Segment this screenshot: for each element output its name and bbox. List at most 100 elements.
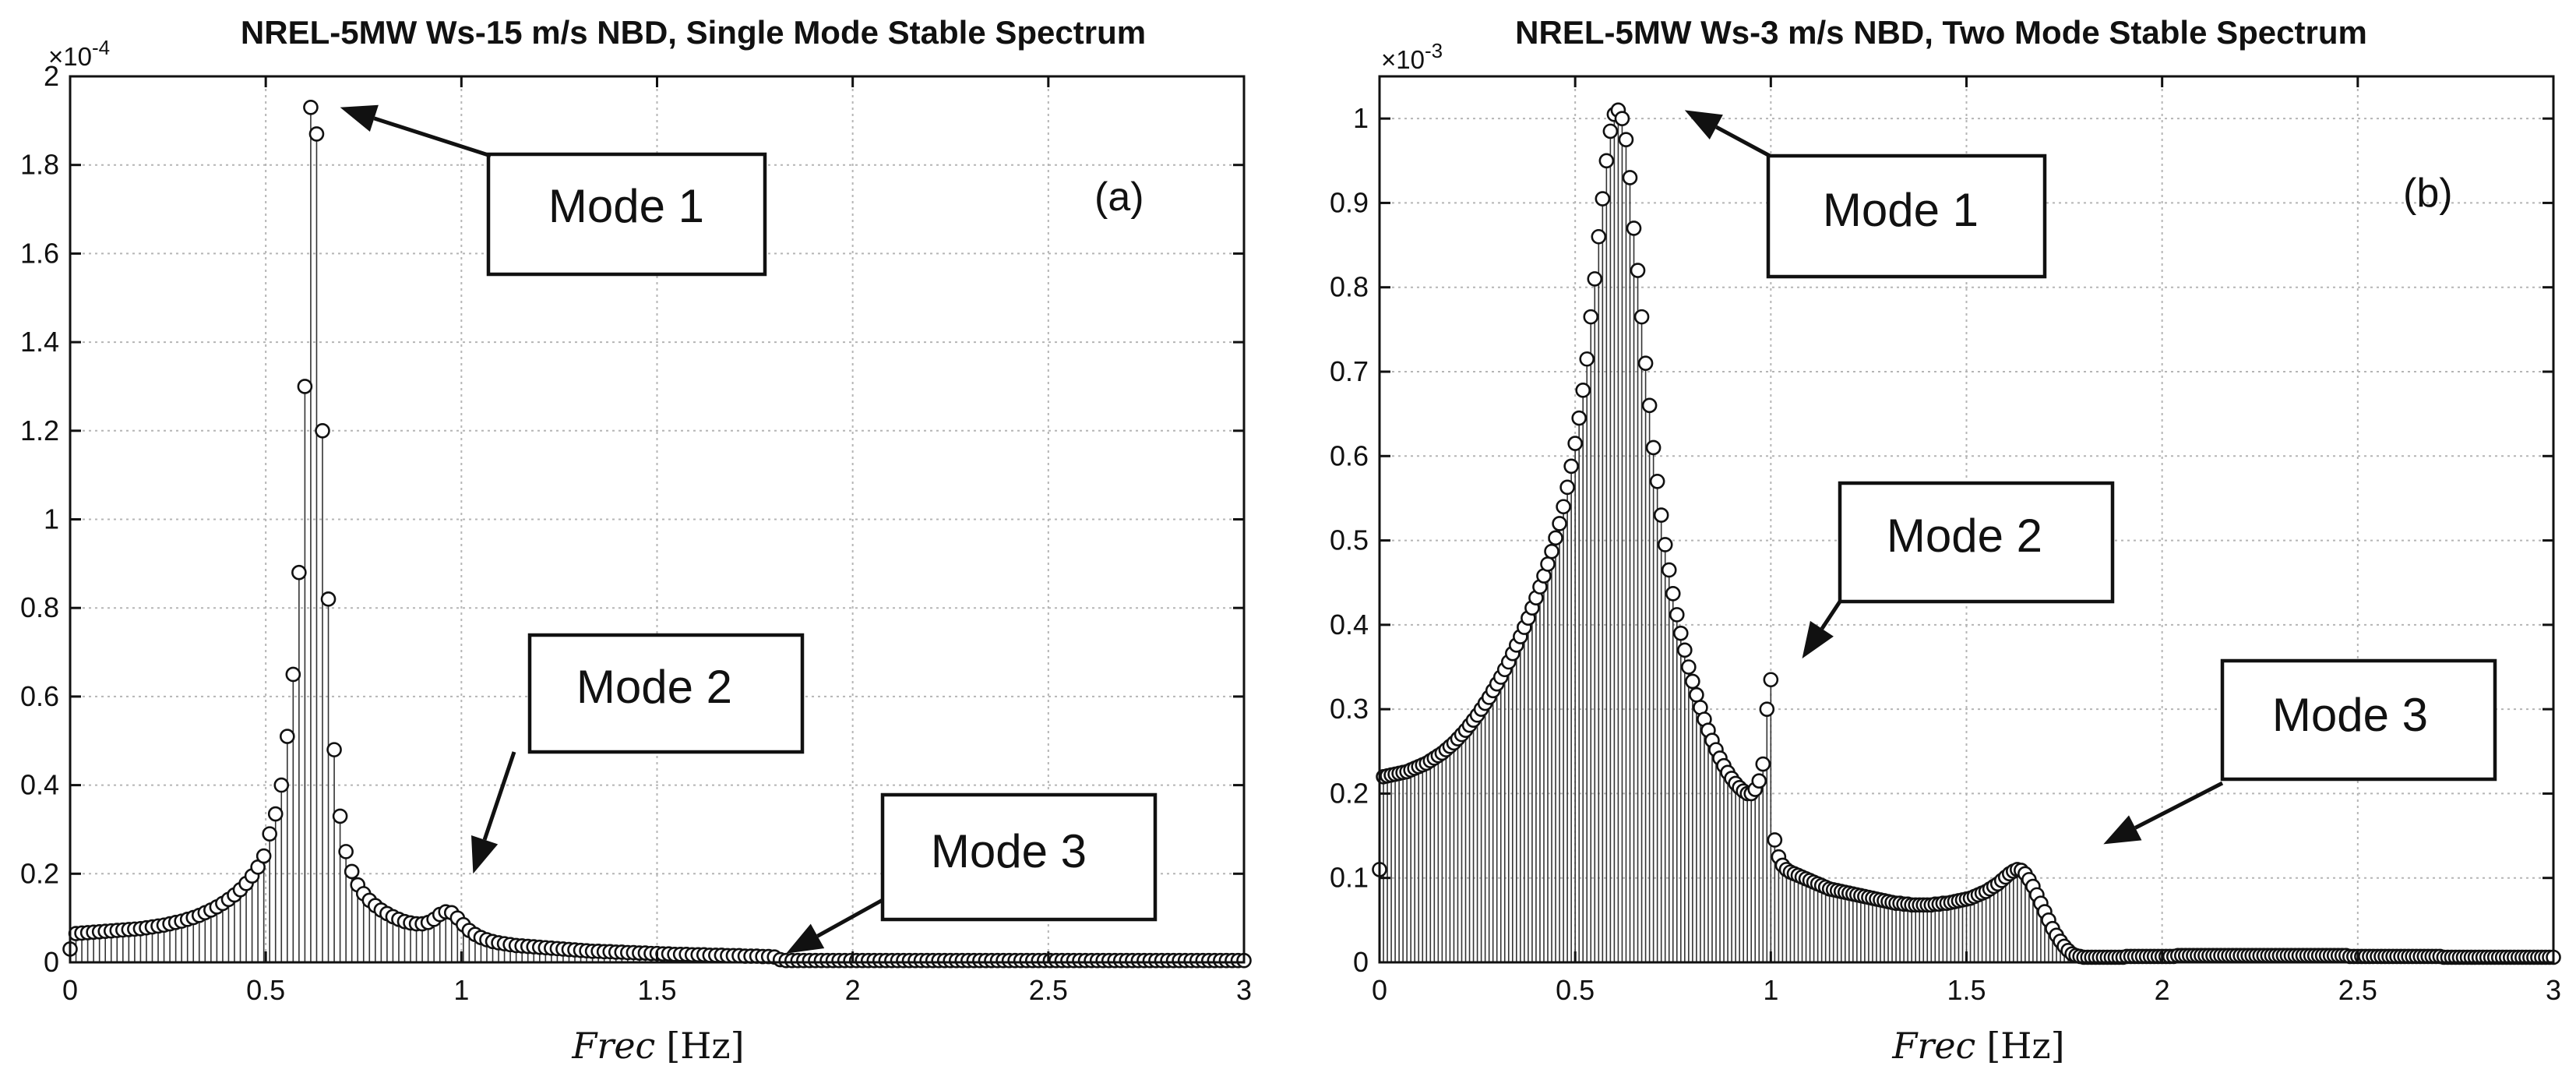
annotation-label: Mode 2: [1887, 510, 2042, 562]
chart-b-data-point: [1689, 686, 1704, 703]
chart-b-data-point: [1618, 132, 1634, 148]
annotation-box: [2220, 658, 2497, 782]
chart-b-y-ticks: 0 0.1 0.2 0.3 0.4 0.5 0.6 0.7 0.8 0.9 1: [1330, 102, 2553, 978]
chart-b-panel-label: (b): [2403, 171, 2453, 216]
annotation-arrow-head: [471, 835, 499, 874]
annotation-arrow-shaft: [816, 898, 884, 938]
chart-b-data-point: [1579, 351, 1595, 367]
chart-b-data-point: [1637, 355, 1654, 371]
chart-a-data-point: [273, 777, 290, 793]
annotation-arrow-head: [340, 104, 379, 132]
chart-a-annotation-mode-3: Mode 3: [786, 792, 1158, 954]
chart-b-data-point: [1571, 410, 1587, 426]
chart-b-data-point: [1563, 458, 1579, 475]
chart-b-data-point: [1685, 673, 1700, 690]
chart-b-ytick-label: 0.1: [1330, 862, 1369, 894]
chart-a-xlabel: Frec [Hz]: [571, 1025, 744, 1067]
chart-a-y-exponent: ×10-4: [48, 36, 110, 71]
chart-a-annotation-mode-2: Mode 2: [471, 633, 805, 874]
chart-b-ytick-label: 0.9: [1330, 186, 1369, 218]
chart-a-annotations: Mode 1 Mode 2 Mode 3: [340, 104, 1158, 954]
chart-b-ytick-label: 0.3: [1330, 693, 1369, 725]
chart-b-data-point: [1614, 111, 1630, 126]
chart-a-title: NREL-5MW Ws-15 m/s NBD, Single Mode Stab…: [241, 14, 1146, 51]
chart-a-ytick-label: 1.4: [20, 326, 59, 358]
chart-b-data-point: [1681, 659, 1697, 675]
annotation-arrow-shaft: [373, 116, 492, 158]
chart-b-y-exponent: ×10-3: [1381, 39, 1443, 74]
chart-a-xlabel-unit: [Hz]: [666, 1025, 744, 1067]
chart-a-ytick-label: 1.8: [20, 149, 59, 181]
chart-a-y-exponent-base: ×10: [48, 42, 92, 71]
annotation-box: [527, 633, 805, 754]
chart-a-data-point: [297, 379, 313, 394]
chart-b-x-ticks: 0 0.5 1 1.5 2 2.5 3: [1372, 76, 2561, 1006]
chart-b-xtick-label: 2: [2155, 974, 2170, 1006]
annotation-label: Mode 3: [2272, 689, 2428, 741]
chart-b-annotation-mode-1: Mode 1: [1684, 110, 2047, 279]
chart-a-ytick-label: 0.8: [20, 591, 59, 623]
chart-a-ytick-label: 2: [44, 60, 59, 92]
chart-b-y-exponent-base: ×10: [1381, 45, 1425, 74]
chart-b-data-point: [1602, 123, 1619, 139]
annotation-arrow-head: [1684, 110, 1723, 139]
annotation-label: Mode 1: [1823, 184, 1979, 236]
annotation-box: [1766, 154, 2047, 279]
annotation-box: [486, 152, 767, 277]
annotation-arrow-shaft: [1820, 600, 1842, 630]
annotation-arrow-shaft: [1715, 125, 1771, 158]
chart-b-data-point: [1630, 263, 1646, 278]
chart-a-ytick-label: 1: [44, 503, 59, 535]
chart-b-data-point: [1598, 153, 1615, 169]
annotation-arrow-head: [2103, 815, 2142, 845]
chart-b-data-point: [1653, 507, 1669, 523]
chart-b-data-point: [1556, 499, 1571, 515]
chart-b-xtick-label: 1.5: [1947, 974, 1986, 1006]
chart-b-data-point: [1633, 309, 1650, 325]
chart-b-data-point: [1548, 530, 1563, 546]
chart-a-markers: [62, 99, 1252, 969]
annotation-arrow-shaft: [2134, 781, 2224, 830]
chart-a-ytick-label: 0.6: [20, 680, 59, 712]
chart-b-xtick-label: 0.5: [1556, 974, 1595, 1006]
chart-a-data-point: [255, 848, 272, 864]
chart-a-data-point: [338, 844, 354, 859]
chart-a-x-ticks: 0 0.5 1 1.5 2 2.5 3: [62, 76, 1252, 1006]
chart-a-panel-label: (a): [1094, 175, 1144, 220]
chart-a-data-point: [291, 564, 307, 581]
chart-b-data-point: [1763, 672, 1779, 688]
chart-b-xlabel-var: Frec: [1891, 1025, 1975, 1067]
annotation-box: [880, 792, 1158, 922]
chart-b-data-point: [1626, 221, 1642, 236]
chart-b-title: NREL-5MW Ws-3 m/s NBD, Two Mode Stable S…: [1515, 14, 2367, 51]
chart-b-data-point: [1649, 473, 1665, 489]
chart-a-data-point: [320, 591, 337, 607]
chart-b-xtick-label: 2.5: [2338, 974, 2377, 1006]
chart-b-data-point: [1622, 170, 1638, 185]
chart-b-xtick-label: 1: [1763, 974, 1778, 1006]
chart-a-ytick-label: 0: [44, 946, 59, 978]
chart-b-ytick-label: 0.6: [1330, 439, 1369, 471]
chart-b-xtick-label: 0: [1372, 974, 1387, 1006]
chart-b-data-point: [1595, 191, 1611, 206]
chart-a-data-point: [326, 742, 342, 757]
chart-b-annotations: Mode 1 Mode 2 Mode 3: [1684, 110, 2497, 845]
chart-a-data-point: [303, 99, 319, 115]
chart-b-data-point: [1559, 479, 1575, 496]
chart-b-xlabel-unit: [Hz]: [1986, 1025, 2064, 1067]
chart-b-data-point: [1544, 543, 1559, 559]
chart-a-xlabel-var: Frec: [571, 1025, 655, 1067]
chart-a-data-point: [279, 729, 295, 744]
annotation-arrow-head: [1802, 620, 1834, 659]
chart-a-data-point: [308, 126, 325, 142]
chart-b-data-point: [1755, 756, 1771, 772]
chart-b-annotation-mode-2: Mode 2: [1802, 481, 2115, 659]
chart-b-data-point: [1540, 556, 1556, 572]
chart-a-ytick-label: 1.2: [20, 415, 59, 446]
chart-b-ytick-label: 0.2: [1330, 777, 1369, 809]
chart-b-data-point: [1591, 228, 1607, 245]
chart-a-xtick-label: 2.5: [1029, 974, 1068, 1006]
chart-a-data-point: [332, 808, 348, 824]
chart-a-xtick-label: 3: [1236, 974, 1252, 1006]
